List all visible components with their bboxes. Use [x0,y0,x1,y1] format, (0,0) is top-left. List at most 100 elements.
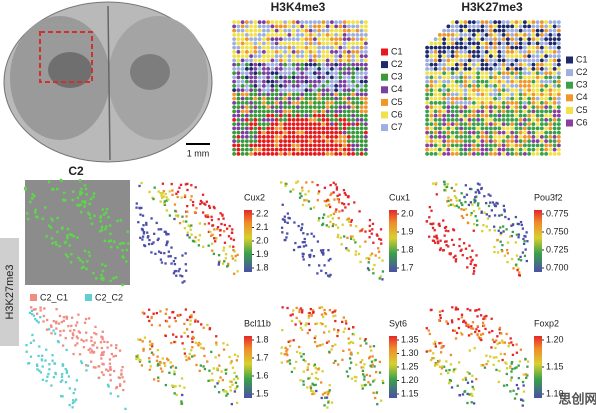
spot [175,393,178,397]
spot [334,75,339,80]
spot [236,49,241,54]
spot [100,262,104,266]
spot [270,147,275,152]
spot [527,92,532,97]
spot [170,246,173,249]
colorbar-label: 1.9 [401,226,414,236]
spot [433,105,438,110]
spot [287,109,292,114]
spot [381,278,384,281]
spot [556,79,561,84]
spot [55,321,58,325]
spot [556,71,561,76]
spot [253,143,258,148]
spot [518,117,523,122]
spot [490,317,493,320]
spot [522,62,527,67]
spot [145,223,148,226]
spot [476,105,481,110]
spot [84,317,88,321]
spot [232,24,237,29]
spot [249,147,254,152]
spot [477,308,481,311]
spot [59,334,62,337]
spot [446,49,451,54]
spot [497,20,502,25]
spot [75,379,79,382]
spot [234,259,237,262]
spot [482,224,485,227]
spot [325,62,330,67]
spot [223,230,226,233]
spot [318,264,321,267]
spot [480,147,485,152]
spot [358,230,362,233]
spot [317,37,322,42]
spot [517,258,520,261]
spot [510,96,515,101]
spot [467,117,472,122]
spot [331,311,334,314]
spot [446,122,451,127]
spot [450,105,455,110]
spot [274,151,279,156]
spot [501,147,506,152]
spot [363,139,368,144]
spot [525,231,528,234]
spot [266,28,271,33]
spot [180,335,183,338]
spot [474,309,477,312]
spot [191,340,194,344]
spot [509,235,512,238]
spot [433,71,438,76]
spot [425,147,430,152]
spot [484,134,489,139]
colorbar-label: 1.6 [256,370,269,380]
colorbar-label: 1.7 [256,352,269,362]
spot [325,391,328,394]
spot [181,254,184,257]
spot [240,113,245,118]
spot [342,109,347,114]
spot [314,366,317,370]
spot [509,390,512,393]
spot [334,105,339,110]
spot [501,139,506,144]
spot [351,122,356,127]
spot [261,126,266,131]
spot [522,113,527,118]
spot [232,28,237,33]
spot [75,335,79,338]
spot [556,49,561,54]
spot [180,196,183,199]
spot [244,147,249,152]
spot [480,100,485,105]
spot [329,183,332,187]
spot [459,37,464,42]
spot [480,37,485,42]
spot [204,203,207,206]
spot [448,368,451,372]
spot [79,360,83,363]
spot [68,403,71,407]
spot [300,54,305,59]
spot [317,75,322,80]
spot [332,222,335,226]
spot [91,344,94,347]
spot [425,117,430,122]
spot [464,247,468,250]
spot [463,113,468,118]
spot [308,134,313,139]
spot [338,122,343,127]
spot [331,344,334,348]
spot [505,24,510,29]
spot [480,58,485,63]
spot [355,20,360,25]
spot [287,79,292,84]
spot [300,109,305,114]
spot [156,364,159,367]
spot [320,251,324,254]
spot [463,49,468,54]
spot [338,100,343,105]
legend-label: C4 [391,84,403,94]
